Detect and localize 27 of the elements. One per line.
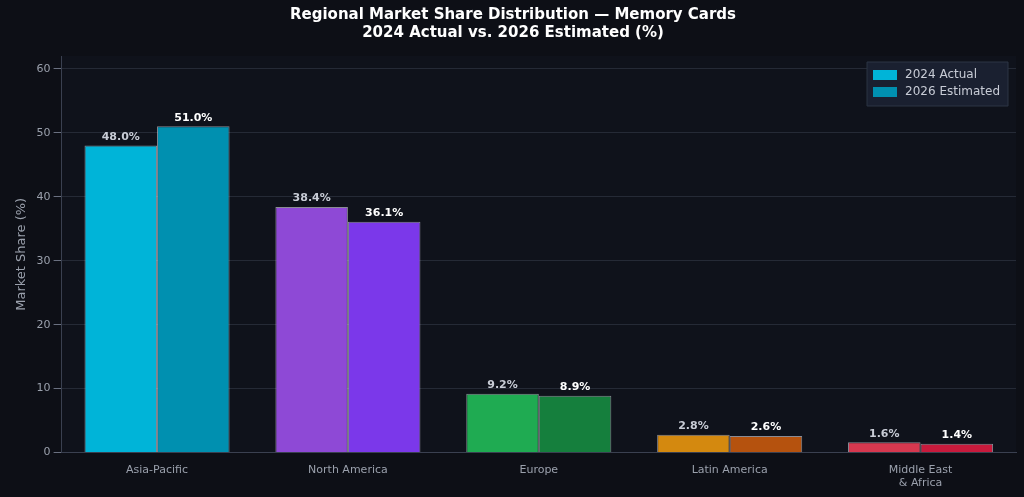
data-label: 1.4% — [941, 428, 973, 441]
data-label: 2.8% — [678, 419, 709, 433]
legend-label: 2024 Actual — [905, 67, 977, 82]
y-tick-label: 50 — [36, 125, 51, 139]
y-tick-label: 20 — [36, 317, 51, 331]
data-label: 9.2% — [487, 378, 518, 392]
x-tick-label: North America — [308, 463, 388, 477]
y-tick-label: 60 — [36, 61, 51, 75]
data-label: 38.4% — [292, 191, 331, 205]
y-axis-title: Market Share (%) — [13, 197, 29, 311]
data-label: 48.0% — [101, 129, 140, 143]
x-tick-label: Latin America — [691, 463, 768, 477]
data-label: 8.9% — [559, 380, 591, 394]
y-tick-label: 10 — [36, 381, 51, 395]
legend-label: 2026 Estimated — [905, 84, 1001, 99]
x-tick-label: Asia-Pacific — [126, 463, 189, 477]
y-tick-label: 30 — [36, 253, 51, 267]
x-tick-label: Europe — [519, 463, 559, 477]
chart-subtitle: 2024 Actual vs. 2026 Estimated (%) — [362, 22, 664, 41]
y-tick-label: 40 — [36, 189, 51, 203]
data-label: 36.1% — [365, 206, 404, 220]
chart-title: Regional Market Share Distribution — Memory Cards — [289, 4, 737, 23]
data-label: 1.6% — [869, 426, 900, 440]
y-tick-label: 0 — [43, 445, 51, 459]
x-tick-label: Middle East & Africa — [888, 463, 954, 490]
data-label: 51.0% — [174, 110, 213, 124]
data-label: 2.6% — [750, 420, 782, 434]
